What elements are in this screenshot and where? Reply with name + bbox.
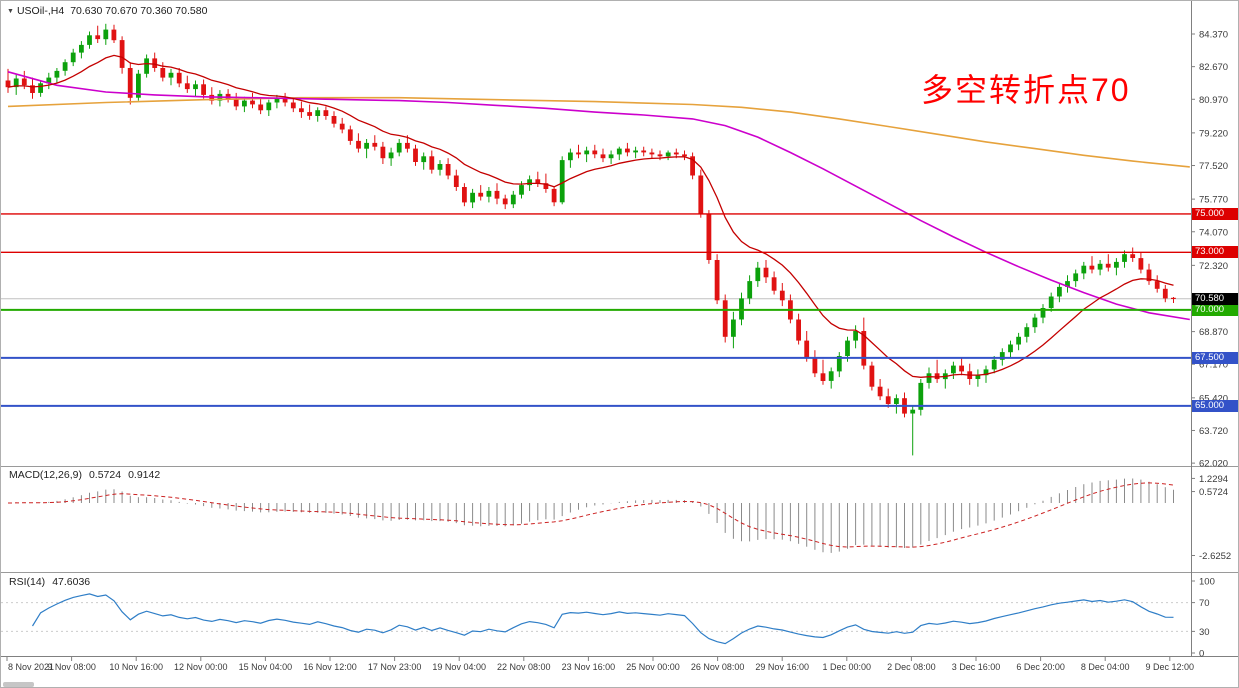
price-level-badge: 65.000 [1192, 399, 1238, 412]
svg-text:84.370: 84.370 [1199, 30, 1228, 41]
ma-medium-line [7, 71, 1190, 321]
svg-text:77.520: 77.520 [1199, 161, 1228, 172]
chart-symbol-timeframe: USOil-,H4 [16, 5, 65, 17]
current-price-badge: 70.580 [1192, 292, 1238, 305]
ma-fast-line [7, 54, 1174, 378]
rsi-label-row: RSI(14) 47.6036 [9, 576, 90, 588]
svg-text:29 Nov 16:00: 29 Nov 16:00 [755, 662, 809, 672]
svg-text:25 Nov 00:00: 25 Nov 00:00 [626, 662, 680, 672]
rsi-line [31, 593, 1174, 645]
annotation-text: 多空转折点70 [921, 72, 1131, 108]
svg-text:15 Nov 04:00: 15 Nov 04:00 [239, 662, 293, 672]
svg-text:8 Nov 2021: 8 Nov 2021 [8, 662, 54, 672]
svg-text:67.170: 67.170 [1199, 360, 1228, 371]
svg-text:62.020: 62.020 [1199, 459, 1228, 470]
price-level-badge: 75.000 [1192, 207, 1238, 220]
svg-text:17 Nov 23:00: 17 Nov 23:00 [368, 662, 422, 672]
svg-text:22 Nov 08:00: 22 Nov 08:00 [497, 662, 551, 672]
price-level-badge: 67.500 [1192, 351, 1238, 364]
svg-text:12 Nov 00:00: 12 Nov 00:00 [174, 662, 228, 672]
svg-text:6 Dec 20:00: 6 Dec 20:00 [1016, 662, 1065, 672]
horizontal-scrollbar[interactable] [3, 682, 34, 687]
macd-panel: 1.2294 0.5724 -2.6252 [7, 474, 1231, 562]
svg-text:100: 100 [1199, 577, 1215, 588]
rsi-panel: 100 70 30 0 [1, 577, 1215, 660]
symbol-dropdown-icon[interactable]: ▼ [7, 7, 14, 15]
macd-signal-line [7, 482, 1174, 548]
svg-text:2 Dec 08:00: 2 Dec 08:00 [887, 662, 936, 672]
svg-text:63.720: 63.720 [1199, 426, 1228, 437]
svg-text:23 Nov 16:00: 23 Nov 16:00 [562, 662, 616, 672]
rsi-value: 47.6036 [52, 576, 91, 588]
svg-text:10 Nov 16:00: 10 Nov 16:00 [109, 662, 163, 672]
svg-text:1 Dec 00:00: 1 Dec 00:00 [823, 662, 872, 672]
svg-text:8 Dec 04:00: 8 Dec 04:00 [1081, 662, 1130, 672]
svg-text:65.420: 65.420 [1199, 393, 1228, 404]
candlestick-series [5, 23, 1176, 456]
price-level-badge: 70.000 [1192, 303, 1238, 316]
svg-text:70: 70 [1199, 598, 1210, 609]
svg-text:82.670: 82.670 [1199, 62, 1228, 73]
svg-text:1.2294: 1.2294 [1199, 474, 1228, 485]
svg-text:30: 30 [1199, 627, 1210, 638]
horizontal-level-lines [1, 213, 1191, 407]
svg-text:80.970: 80.970 [1199, 95, 1228, 106]
svg-text:74.070: 74.070 [1199, 227, 1228, 238]
svg-text:3 Dec 16:00: 3 Dec 16:00 [952, 662, 1001, 672]
svg-text:79.220: 79.220 [1199, 128, 1228, 139]
chart-title-bar: ▼ USOil-,H4 70.630 70.670 70.360 70.580 [7, 5, 207, 17]
svg-text:26 Nov 08:00: 26 Nov 08:00 [691, 662, 745, 672]
svg-text:-2.6252: -2.6252 [1199, 551, 1231, 562]
price-level-badge: 73.000 [1192, 246, 1238, 259]
svg-text:19 Nov 04:00: 19 Nov 04:00 [432, 662, 486, 672]
chart-ohlc-values: 70.630 70.670 70.360 70.580 [70, 5, 208, 17]
rsi-indicator-label: RSI(14) [9, 576, 46, 588]
svg-text:68.870: 68.870 [1199, 327, 1228, 338]
macd-label-row: MACD(12,26,9) 0.5724 0.9142 [9, 469, 160, 481]
macd-indicator-label: MACD(12,26,9) [9, 469, 82, 481]
svg-text:75.770: 75.770 [1199, 195, 1228, 206]
svg-text:72.320: 72.320 [1199, 261, 1228, 272]
macd-signal-value: 0.9142 [128, 469, 161, 481]
macd-main-value: 0.5724 [88, 469, 122, 481]
svg-text:0: 0 [1199, 649, 1204, 660]
svg-text:9 Dec 12:00: 9 Dec 12:00 [1146, 662, 1195, 672]
svg-text:16 Nov 12:00: 16 Nov 12:00 [303, 662, 357, 672]
svg-text:9 Nov 08:00: 9 Nov 08:00 [47, 662, 96, 672]
svg-text:0.5724: 0.5724 [1199, 487, 1228, 498]
price-axis-labels: 84.370 82.670 80.970 79.220 77.520 75.770 74.0… [1191, 30, 1228, 470]
